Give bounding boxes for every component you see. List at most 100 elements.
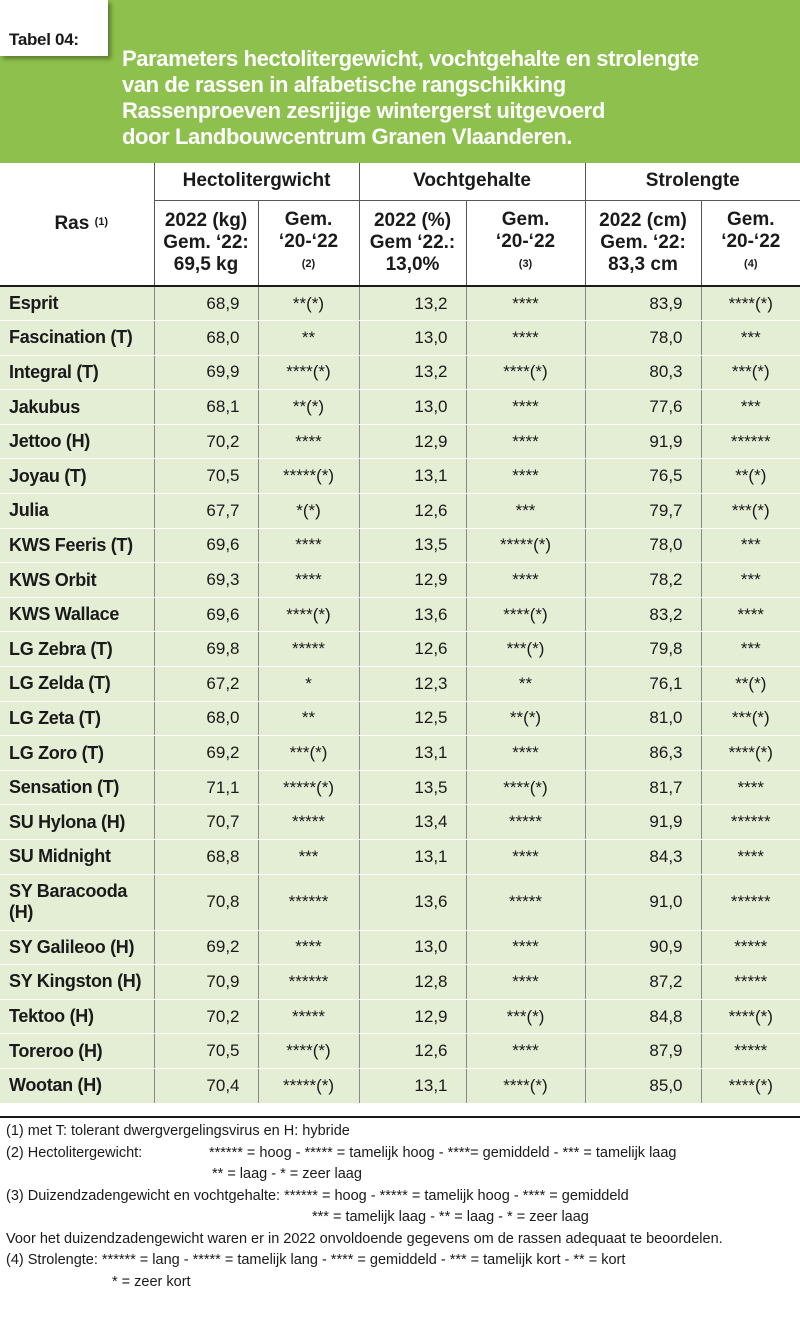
table-row: KWS Wallace 69,6 ****(*) 13,6 ****(*) 83,2 ***… [0,597,800,633]
strolengte-gem: **** [700,770,800,806]
group-header-hectoliter: Hectolitergwicht [153,163,359,201]
hectoliter-2022: 70,2 [153,999,258,1035]
hectoliter-2022: 68,0 [153,320,258,356]
footnote-4-cont: * = zeer kort [112,1273,191,1290]
hectoliter-2022: 70,2 [153,424,258,460]
table-label-tab: Tabel 04: [0,0,108,56]
table-row: Jakubus 68,1 **(*) 13,0 **** 77,6 *** [0,389,800,425]
header-row-columns: 2022 (kg) Gem. ‘22: 69,5 kg Gem. ‘20-‘22 (2)… [0,200,800,287]
table-row: SY Galileoo (H) 69,2 **** 13,0 **** 90,9 ***** [0,930,800,966]
vochtgehalte-gem: ***(*) [465,999,586,1035]
variety-name: Esprit [0,286,154,322]
vochtgehalte-gem: **(*) [465,701,586,737]
table-row: Toreroo (H) 70,5 ****(*) 12,6 **** 87,9 ***** [0,1033,800,1069]
variety-name: LG Zeta (T) [0,701,154,737]
hectoliter-2022: 68,1 [153,389,258,425]
column-header-hl-gem: Gem. ‘20-‘22 (2) [257,200,359,287]
strolengte-gem: *** [700,389,800,425]
variety-name: Sensation (T) [0,770,154,806]
strolengte-2022: 86,3 [584,735,702,771]
vochtgehalte-gem: **** [465,424,586,460]
strolengte-2022: 78,2 [584,562,702,598]
hectoliter-gem: ****** [257,874,359,931]
hectoliter-2022: 70,8 [153,874,258,931]
variety-name: Fascination (T) [0,320,154,356]
vochtgehalte-2022: 13,1 [358,735,466,771]
hectoliter-2022: 70,7 [153,804,258,840]
strolengte-2022: 78,0 [584,528,702,564]
variety-name: KWS Wallace [0,597,154,633]
title-line-1: Parameters hectolitergewicht, vochtgehal… [122,46,699,71]
hectoliter-2022: 71,1 [153,770,258,806]
variety-name: Jettoo (H) [0,424,154,460]
hectoliter-gem: **(*) [257,286,359,322]
group-header-vochtgehalte: Vochtgehalte [358,163,586,201]
table-row: Joyau (T) 70,5 *****(*) 13,1 **** 76,5 **(*) [0,458,800,495]
hectoliter-2022: 69,2 [153,735,258,771]
footnote-3-remark: Voor het duizendzadengewicht waren er in… [6,1230,723,1247]
vochtgehalte-gem: **** [465,735,586,771]
hectoliter-2022: 70,4 [153,1068,258,1104]
hectoliter-gem: *****(*) [257,770,359,806]
variety-name: Toreroo (H) [0,1033,154,1069]
variety-name: SY Baracooda (H) [0,874,154,931]
variety-name: Wootan (H) [0,1068,154,1104]
strolengte-gem: **(*) [700,666,800,702]
hectoliter-2022: 69,6 [153,528,258,564]
strolengte-2022: 83,9 [584,286,702,322]
strolengte-gem: ****(*) [700,1068,800,1104]
notes-divider [0,1116,800,1118]
table-row: SU Midnight 68,8 *** 13,1 **** 84,3 **** [0,839,800,875]
strolengte-gem: **** [700,597,800,633]
title-line-4: door Landbouwcentrum Granen Vlaanderen. [122,124,573,149]
vochtgehalte-2022: 13,6 [358,597,466,633]
vochtgehalte-2022: 13,4 [358,804,466,840]
hectoliter-gem: * [257,666,359,702]
strolengte-2022: 80,3 [584,355,702,391]
column-header-ras: Ras (1) [0,163,154,287]
hectoliter-gem: **** [257,528,359,564]
strolengte-2022: 83,2 [584,597,702,633]
hectoliter-gem: *****(*) [257,458,359,495]
strolengte-2022: 87,9 [584,1033,702,1069]
hectoliter-2022: 69,6 [153,597,258,633]
footnote-2: (2) Hectolitergewicht: ****** = hoog - **… [6,1144,677,1161]
variety-name: KWS Orbit [0,562,154,598]
strolengte-2022: 91,9 [584,804,702,840]
group-header-strolengte: Strolengte [584,163,800,201]
variety-name: Tektoo (H) [0,999,154,1035]
vochtgehalte-gem: ****(*) [465,597,586,633]
variety-name: LG Zoro (T) [0,735,154,771]
hectoliter-gem: ** [257,701,359,737]
vochtgehalte-2022: 13,1 [358,1068,466,1104]
strolengte-gem: ****(*) [700,999,800,1035]
vochtgehalte-gem: ***(*) [465,631,586,668]
variety-name: Jakubus [0,389,154,425]
strolengte-gem: ***** [700,964,800,1000]
hectoliter-gem: **** [257,930,359,966]
variety-name: LG Zebra (T) [0,631,154,668]
strolengte-2022: 81,0 [584,701,702,737]
table-row: Wootan (H) 70,4 *****(*) 13,1 ****(*) 85,0 ***… [0,1068,800,1104]
title-line-2: van de rassen in alfabetische rangschikk… [122,72,566,97]
table-label: Tabel 04: [9,30,79,49]
vochtgehalte-2022: 12,5 [358,701,466,737]
vochtgehalte-2022: 12,3 [358,666,466,702]
column-header-hl-2022: 2022 (kg) Gem. ‘22: 69,5 kg [153,200,258,287]
hectoliter-2022: 69,8 [153,631,258,668]
vochtgehalte-gem: **** [465,389,586,425]
strolengte-gem: ****** [700,804,800,840]
vochtgehalte-2022: 13,5 [358,528,466,564]
variety-name: LG Zelda (T) [0,666,154,702]
hectoliter-2022: 70,9 [153,964,258,1000]
hectoliter-2022: 70,5 [153,1033,258,1069]
variety-name: KWS Feeris (T) [0,528,154,564]
vochtgehalte-gem: **** [465,286,586,322]
vochtgehalte-gem: ** [465,666,586,702]
table-row: LG Zebra (T) 69,8 ***** 12,6 ***(*) 79,8 *** [0,631,800,668]
strolengte-2022: 76,1 [584,666,702,702]
strolengte-gem: *** [700,320,800,356]
vochtgehalte-2022: 12,9 [358,424,466,460]
variety-name: SY Galileoo (H) [0,930,154,966]
column-header-v-2022: 2022 (%) Gem ‘22.: 13,0% [358,200,466,287]
